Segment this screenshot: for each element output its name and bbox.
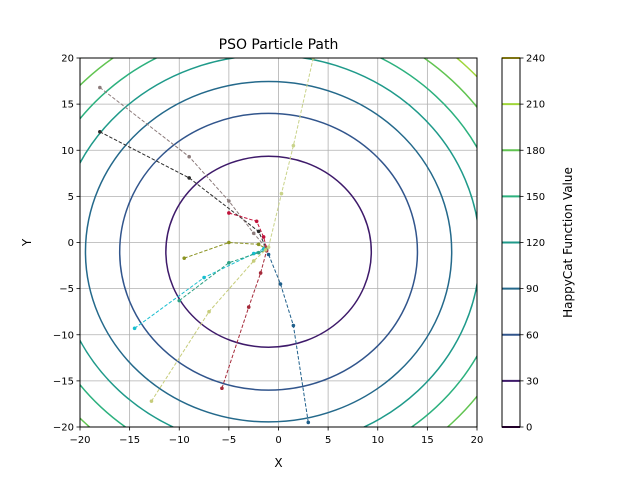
particle-7-point <box>258 271 263 275</box>
particle-6-path <box>178 249 267 302</box>
x-tick-label: 20 <box>471 435 484 446</box>
y-tick-label: 10 <box>61 146 74 157</box>
colorbar-tick-label: 150 <box>526 192 545 203</box>
y-tick-label: −5 <box>59 284 74 295</box>
x-tick-label: 5 <box>325 435 331 446</box>
particle-6-point <box>256 250 261 255</box>
particle-9-point <box>291 323 296 328</box>
particle-10-point <box>279 191 284 196</box>
particle-9-point <box>266 252 271 257</box>
colorbar-tick-label: 90 <box>526 284 539 295</box>
particle-1-point <box>256 229 261 234</box>
y-tick-label: −20 <box>53 423 74 434</box>
particle-3-path <box>228 212 268 249</box>
y-tick-label: −15 <box>53 376 74 387</box>
contour-level-150 <box>80 58 477 427</box>
particle-4-path <box>184 241 267 259</box>
particle-9-point <box>278 282 283 286</box>
x-tick-label: −15 <box>119 435 140 446</box>
y-tick-label: 0 <box>68 238 74 249</box>
contour-level-90 <box>84 80 453 423</box>
particle-5-point <box>202 275 206 280</box>
particle-6-point <box>227 260 231 265</box>
x-tick-label: −20 <box>69 435 90 446</box>
particle-4-point <box>227 240 231 245</box>
x-tick-label: 15 <box>421 435 434 446</box>
contour-level-120 <box>80 58 477 427</box>
particle-6-point <box>177 298 182 303</box>
particle-2-point <box>251 231 256 236</box>
x-tick-label: 0 <box>275 435 281 446</box>
particle-5-point <box>132 326 137 331</box>
x-tick-label: 10 <box>371 435 384 446</box>
particle-7-point <box>246 305 251 309</box>
particle-2-point <box>227 199 231 203</box>
colorbar-tick-label: 180 <box>526 146 545 157</box>
contour-lines <box>80 58 477 427</box>
colorbar-tick-label: 210 <box>526 100 545 111</box>
particle-4-point <box>182 256 187 260</box>
particle-9-point <box>306 420 311 425</box>
particle-10-point <box>266 245 271 249</box>
x-axis-label: X <box>274 456 282 470</box>
particle-1-point <box>187 176 191 180</box>
particle-3-point <box>261 235 266 239</box>
particle-3-point <box>254 219 259 224</box>
particle-paths <box>98 58 316 425</box>
particle-1-path <box>99 131 267 248</box>
contour-level-60 <box>118 112 419 391</box>
particle-8-point <box>251 259 256 263</box>
particle-7-point <box>220 386 224 391</box>
contour-level-30 <box>165 155 373 348</box>
colorbar-tick-label: 0 <box>526 423 532 434</box>
y-axis: −20 −15 −10 −5 0 5 10 15 20 <box>53 54 80 434</box>
particle-10-path <box>268 58 314 248</box>
y-axis-label: Y <box>20 238 34 247</box>
particle-8-path <box>151 249 266 402</box>
x-tick-label: −10 <box>169 435 190 446</box>
particle-8-point <box>263 248 268 252</box>
y-tick-label: 20 <box>61 54 74 65</box>
colorbar-tick-label: 240 <box>526 54 545 65</box>
colorbar-tick-label: 30 <box>526 376 539 387</box>
particle-8-point <box>207 309 211 314</box>
y-tick-label: 5 <box>68 192 74 203</box>
colorbar: 0 30 60 90 120 150 180 210 240 HappyCat Function… <box>501 54 575 434</box>
particle-2-path <box>99 87 266 248</box>
particle-8-point <box>149 399 154 403</box>
y-tick-label: −10 <box>53 330 74 341</box>
colorbar-label: HappyCat Function Value <box>561 167 575 318</box>
chart-title: PSO Particle Path <box>219 37 339 53</box>
particle-4-point <box>256 242 261 247</box>
particle-1-point <box>98 130 102 134</box>
colorbar-tick-label: 120 <box>526 238 545 249</box>
particle-2-point <box>98 85 102 90</box>
x-tick-label: −5 <box>222 435 237 446</box>
particle-5-path <box>134 248 264 329</box>
particle-2-point <box>187 154 191 159</box>
particle-3-point <box>227 211 231 215</box>
x-axis: −20 −15 −10 −5 0 5 10 15 20 <box>69 427 483 446</box>
particle-7-path <box>221 250 268 389</box>
y-tick-label: 15 <box>61 100 74 111</box>
particle-10-point <box>291 143 296 148</box>
colorbar-tick-label: 60 <box>526 330 539 341</box>
particle-9-path <box>268 254 309 423</box>
